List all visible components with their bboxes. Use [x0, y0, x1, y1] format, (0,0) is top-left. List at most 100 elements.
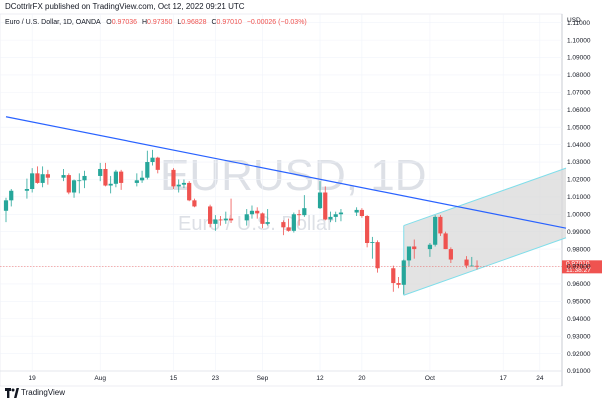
tradingview-logo-icon: [5, 388, 19, 398]
candle: [412, 239, 417, 259]
y-tick-label: 0.93000: [567, 333, 591, 340]
trendline[interactable]: [5, 116, 567, 229]
candle-body: [35, 173, 40, 183]
candle-body: [192, 200, 197, 207]
y-tick-label: 0.95000: [567, 299, 591, 306]
y-axis-currency: USD: [567, 17, 581, 24]
parallel-channel[interactable]: [403, 167, 567, 296]
candle-body: [443, 233, 448, 250]
candle: [464, 256, 469, 269]
legend: Euro / U.S. Dollar, 1D, OANDA O0.97036 H…: [5, 19, 307, 26]
y-tick-label: 0.96000: [567, 281, 591, 288]
grid: [0, 14, 562, 372]
candle-body: [139, 177, 145, 181]
y-tick-label: 0.98000: [567, 246, 591, 253]
candle-body: [296, 214, 302, 216]
y-tick-label: 1.07000: [567, 90, 591, 97]
candle-body: [370, 242, 375, 244]
candle: [317, 181, 323, 210]
candle-body: [82, 175, 87, 181]
candle: [223, 211, 228, 224]
channel-lower-line[interactable]: [403, 237, 567, 296]
candle-body: [265, 222, 270, 224]
candle: [260, 212, 265, 229]
candle-body: [24, 189, 30, 191]
candle-body: [30, 173, 35, 190]
x-axis[interactable]: 19 Aug 15 23 Sep 12 20 Oct 17 24: [29, 375, 544, 382]
candle-body: [291, 214, 296, 231]
last-price-label-bg: [562, 260, 602, 274]
candle: [213, 215, 218, 231]
candle: [291, 212, 296, 233]
y-tick-label: 1.02000: [567, 177, 591, 184]
legend-h-value: 0.97350: [147, 19, 172, 26]
candle-body: [218, 219, 223, 221]
y-tick-label: 0.97000: [567, 264, 591, 271]
candle-body: [213, 219, 218, 224]
candle: [396, 276, 401, 289]
candle: [328, 211, 333, 223]
x-tick-label: 17: [500, 375, 508, 382]
y-tick-label: 1.11000: [567, 20, 590, 27]
candle-body: [354, 209, 359, 213]
candle: [45, 169, 50, 185]
candle-body: [150, 157, 155, 163]
y-tick-label: 0.94000: [567, 316, 591, 323]
candle-body: [223, 218, 228, 221]
candle-body: [108, 183, 113, 186]
candle: [427, 243, 433, 257]
x-tick-label: Aug: [94, 375, 106, 382]
candle-body: [119, 171, 124, 183]
candle-body: [255, 210, 260, 214]
candle: [333, 211, 338, 223]
candle: [391, 265, 396, 292]
candle: [66, 173, 71, 195]
candle-body: [302, 208, 307, 216]
candle-body: [391, 268, 396, 284]
y-tick-label: 1.09000: [567, 55, 591, 62]
legend-h-label: H: [142, 19, 147, 26]
y-axis[interactable]: USD 0.91000 0.92000 0.93000 0.94000 0.95000 0…: [567, 17, 591, 375]
legend-c-value: 0.97010: [217, 19, 242, 26]
candle: [24, 178, 30, 199]
candle: [119, 169, 124, 190]
channel-upper-line[interactable]: [403, 167, 567, 227]
candle-body: [71, 180, 77, 193]
candle: [145, 150, 150, 180]
x-tick-label: 24: [536, 375, 544, 382]
y-tick-label: 0.91000: [567, 368, 591, 375]
y-tick-label: 0.99000: [567, 229, 591, 236]
candle-body: [438, 216, 443, 234]
candle: [9, 189, 14, 207]
candle: [77, 173, 82, 194]
candle-body: [448, 249, 453, 260]
candle-body: [396, 283, 401, 285]
legend-c-label: C: [211, 19, 216, 26]
candle: [438, 215, 443, 237]
candle-body: [401, 260, 406, 285]
candle-body: [286, 227, 291, 231]
candle: [286, 218, 291, 232]
candle: [370, 236, 375, 259]
candle-body: [359, 209, 364, 217]
candle-body: [260, 213, 265, 224]
candle-body: [155, 157, 160, 170]
candle: [134, 173, 139, 187]
candle-body: [433, 216, 438, 245]
candle: [281, 220, 286, 236]
candle: [155, 156, 160, 174]
x-tick-label: Oct: [425, 375, 435, 382]
candle: [296, 209, 302, 226]
candle-body: [113, 171, 119, 184]
candle: [244, 209, 249, 226]
candle: [181, 179, 187, 189]
y-tick-label: 1.01000: [567, 194, 591, 201]
candle-body: [171, 169, 176, 187]
trendline-group[interactable]: [5, 116, 567, 229]
candle-body: [328, 216, 333, 220]
legend-o-value: 0.97036: [112, 19, 137, 26]
published-text: DCottrlrFX published on TradingView.com,…: [5, 2, 245, 11]
candle-body: [176, 184, 181, 187]
y-tick-label: 0.92000: [567, 351, 591, 358]
